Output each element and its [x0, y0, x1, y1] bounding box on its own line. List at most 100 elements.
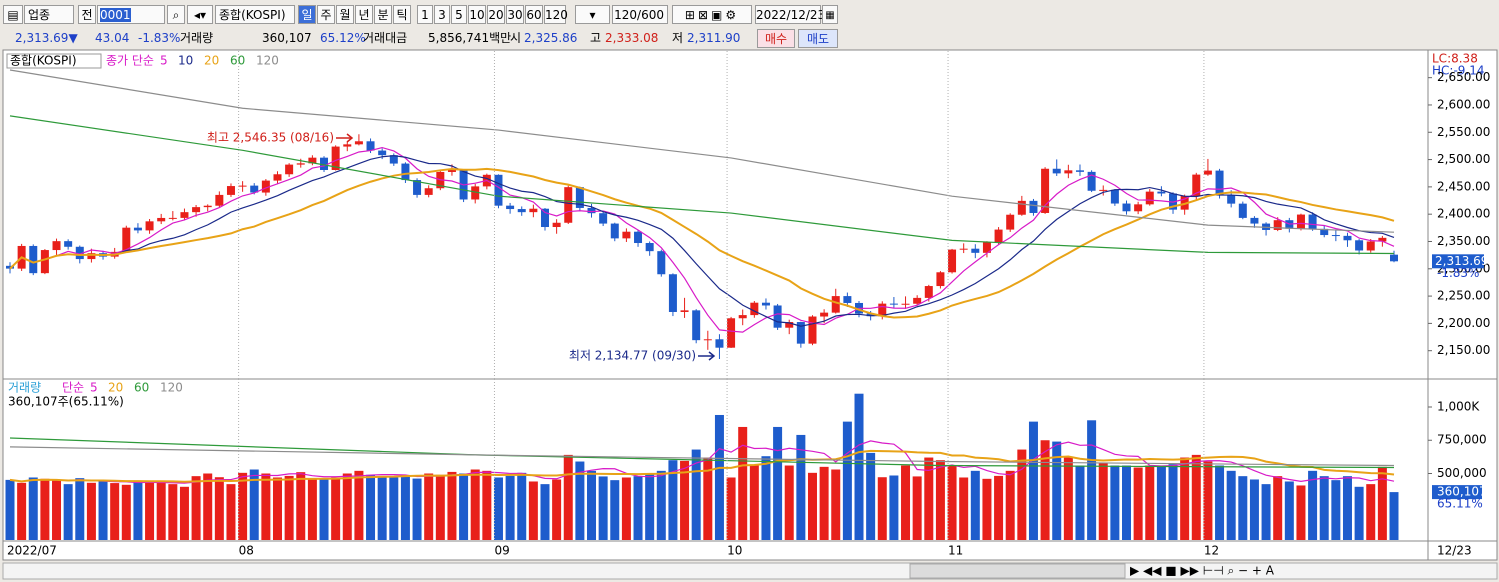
candle-body	[1366, 241, 1375, 251]
volume-bar	[366, 474, 376, 540]
candle-body	[320, 157, 329, 171]
volume-bar	[842, 421, 852, 540]
candle-body	[296, 163, 305, 165]
toolbar-button[interactable]: 5	[451, 5, 467, 24]
volume-bar	[598, 476, 608, 540]
candle-body	[1320, 228, 1329, 236]
price-plot	[6, 69, 1398, 360]
volume-bar	[1342, 476, 1352, 540]
ma-line	[9, 449, 1395, 483]
candle-body	[575, 187, 584, 208]
y-tick-label: 2,400.00	[1437, 207, 1490, 221]
volume-bar	[75, 478, 85, 540]
volume-bar	[1133, 467, 1143, 540]
market-select[interactable]: 업종	[24, 5, 74, 24]
volume-bar	[191, 476, 201, 540]
tool-icons[interactable]: ⊞⊠▣⚙	[672, 5, 752, 24]
candle-body	[959, 248, 968, 250]
volume-bar	[563, 454, 573, 540]
candle-body	[1378, 237, 1387, 242]
candle-body	[750, 302, 759, 316]
volume-bar	[714, 414, 724, 540]
volume-bar	[28, 477, 38, 540]
volume-bar	[831, 469, 841, 540]
candle-body	[308, 157, 317, 164]
candle-body	[715, 339, 724, 348]
scroll-thumb[interactable]	[909, 563, 1126, 579]
ma-line	[9, 446, 1395, 467]
unit-select[interactable]: ▾	[575, 5, 610, 24]
code: 0001	[100, 8, 131, 22]
volume-bar	[633, 476, 643, 540]
volume-bar	[319, 478, 329, 540]
volume-bar	[342, 473, 352, 540]
prefix-button[interactable]: 전	[78, 5, 96, 24]
volume-bar	[854, 393, 864, 540]
toolbar-button[interactable]: 년	[355, 5, 373, 24]
toolbar-button[interactable]: 1	[417, 5, 433, 24]
candle-body	[1157, 191, 1166, 194]
toolbar-button[interactable]: 60	[525, 5, 543, 24]
toolbar-button[interactable]: 월	[336, 5, 354, 24]
candle-body	[831, 296, 840, 313]
volume-bar	[575, 461, 585, 540]
volume-bar	[447, 471, 457, 540]
volume-bar	[668, 460, 678, 540]
toolbar-button[interactable]: 일	[298, 5, 316, 24]
toolbar-button[interactable]: 틱	[393, 5, 411, 24]
volume-bar	[261, 473, 271, 540]
calendar-button[interactable]: ▦	[822, 5, 838, 24]
candle-body	[1238, 203, 1247, 218]
toolbar-button[interactable]: 120	[544, 5, 568, 24]
volume-bar	[98, 480, 108, 540]
toolbar-button[interactable]: 20	[487, 5, 505, 24]
scrollbar[interactable]: ▶ ◀◀ ■ ▶▶ ⊢⊣ ⌕ − + A	[2, 562, 1498, 580]
candle-body	[901, 303, 910, 305]
ma-legend: 20	[204, 54, 219, 68]
candle-body	[75, 246, 84, 260]
candle-body	[785, 322, 794, 328]
volume-bar	[889, 475, 899, 540]
volume-bar	[400, 475, 410, 540]
menu-icon[interactable]: ▤	[3, 5, 23, 24]
candle-body	[203, 205, 212, 208]
x-tick-label: 08	[239, 544, 254, 558]
volume-bar	[877, 477, 887, 540]
volume-bar	[738, 426, 748, 540]
y-tick-label: 2,550.00	[1437, 125, 1490, 139]
volume-bar	[656, 470, 666, 540]
annotation: 최저 2,134.77 (09/30)	[569, 349, 696, 363]
volume-bar	[5, 479, 15, 540]
sell-button[interactable]: 매도	[798, 29, 838, 48]
low-label: 저	[672, 31, 684, 45]
candle-body	[1331, 235, 1340, 237]
volume-bar	[296, 472, 306, 540]
volume-bar	[517, 472, 527, 540]
sound-button[interactable]: ◂▾	[187, 5, 213, 24]
toolbar-button[interactable]: 30	[506, 5, 524, 24]
toolbar-button[interactable]: 3	[434, 5, 450, 24]
scroll-controls[interactable]: ▶ ◀◀ ■ ▶▶ ⊢⊣ ⌕ − + A	[1130, 564, 1275, 578]
volume-bar	[505, 475, 515, 540]
toolbar-button[interactable]: 10	[468, 5, 486, 24]
date[interactable]: 2022/12/23	[755, 5, 825, 24]
volume-bar	[1377, 466, 1387, 540]
code-input[interactable]: 0001	[97, 5, 165, 24]
candle-body	[1087, 171, 1096, 191]
candle-body	[1192, 174, 1201, 196]
toolbar-button[interactable]: 주	[317, 5, 335, 24]
toolbar-button[interactable]: 분	[374, 5, 392, 24]
ma-line	[9, 69, 1395, 233]
candle-body	[843, 296, 852, 303]
y-tick-label: 2,350.00	[1437, 234, 1490, 248]
candle-body	[1145, 191, 1154, 205]
candle-body	[226, 186, 235, 195]
buy-button[interactable]: 매수	[757, 29, 795, 48]
volume-bar	[133, 481, 143, 540]
volume-bar	[110, 483, 120, 540]
candle-body	[889, 303, 898, 305]
candle-body	[727, 318, 736, 348]
candle-body	[52, 241, 61, 251]
search-button[interactable]: ⌕	[167, 5, 185, 24]
x-tick-label: 09	[494, 544, 509, 558]
